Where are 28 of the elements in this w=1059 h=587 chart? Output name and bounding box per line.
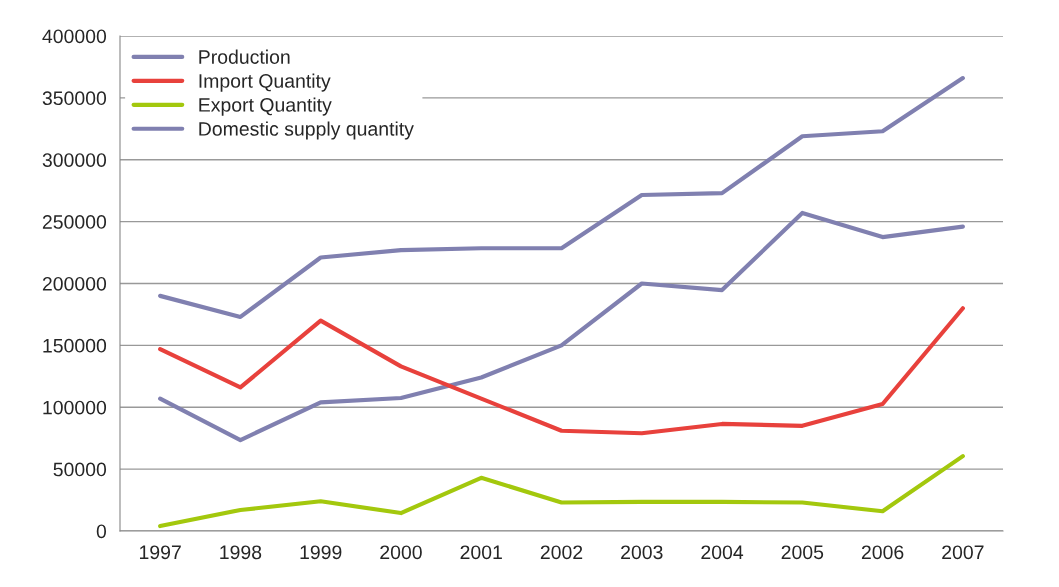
x-tick-label: 2001 [460, 545, 502, 560]
y-tick-label: 200000 [42, 276, 107, 291]
y-tick-label: 300000 [42, 153, 107, 167]
legend-label: Export Quantity [199, 97, 332, 116]
x-tick-label: 2002 [540, 545, 583, 560]
line-series [158, 454, 965, 529]
y-tick-label: 350000 [42, 91, 107, 106]
legend-label: Import Quantity [199, 73, 331, 92]
legend-label: Domestic supply quantity [199, 121, 414, 140]
y-tick-label: 100000 [43, 400, 107, 415]
y-tick-label: 150000 [43, 338, 107, 353]
x-tick-label: 1997 [139, 545, 181, 560]
x-tick-label: 1998 [220, 545, 262, 560]
y-tick-label: 50000 [53, 462, 107, 477]
x-tick-label: 2006 [861, 545, 904, 560]
x-tick-label: 1999 [300, 545, 342, 560]
y-tick-label: 400000 [42, 29, 107, 44]
legend-label: Production [199, 49, 290, 64]
x-tick-label: 2004 [701, 545, 744, 560]
x-tick-label: 2000 [380, 545, 422, 560]
x-tick-label: 2007 [942, 545, 984, 560]
x-tick-label: 2005 [781, 545, 824, 560]
line-series [158, 306, 965, 436]
y-tick-label: 250000 [42, 215, 107, 229]
y-tick-label: 0 [96, 524, 107, 539]
line-series [158, 75, 965, 319]
line-series [158, 210, 965, 443]
x-tick-label: 2003 [621, 545, 663, 560]
